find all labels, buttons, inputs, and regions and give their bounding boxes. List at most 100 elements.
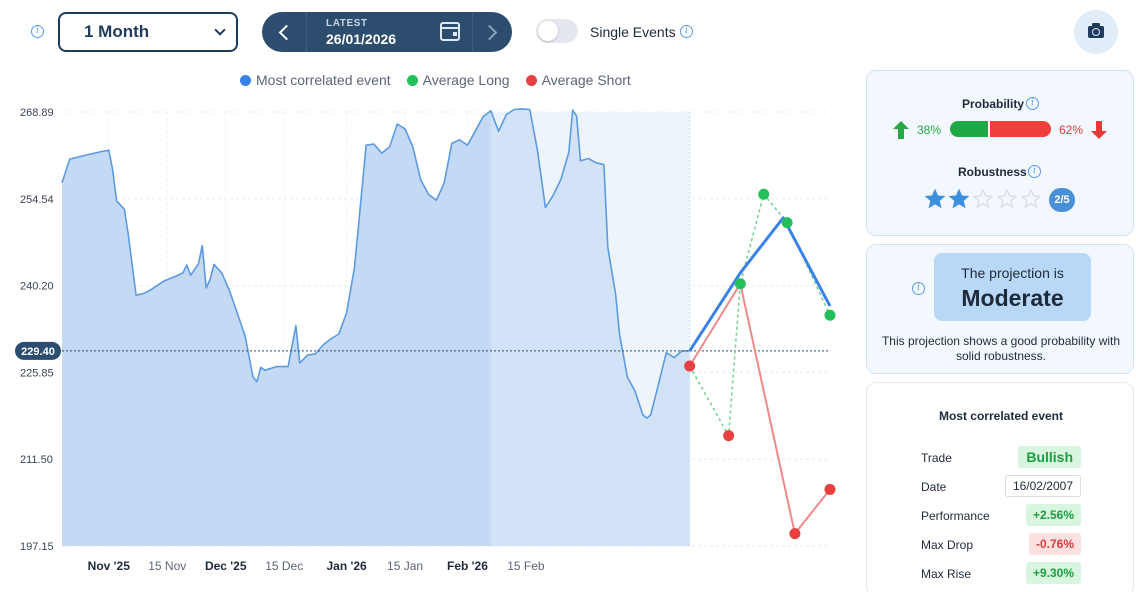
previous-date-button[interactable] bbox=[270, 18, 298, 46]
star-filled-icon bbox=[925, 189, 945, 209]
probability-bar bbox=[950, 121, 1051, 137]
history-area-highlight bbox=[490, 108, 690, 546]
divider bbox=[472, 12, 473, 52]
correlated-event-title: Most correlated event bbox=[938, 409, 1064, 423]
legend-dot bbox=[525, 74, 537, 86]
average-long-point bbox=[734, 278, 746, 290]
probability-bar-short bbox=[990, 121, 1051, 137]
y-tick-label: 254.54 bbox=[20, 194, 54, 206]
chevron-down-icon bbox=[214, 24, 226, 36]
next-date-button[interactable] bbox=[478, 18, 506, 46]
toggle-knob bbox=[538, 21, 558, 41]
star-empty-icon bbox=[973, 189, 993, 209]
x-tick-label: Feb '26 bbox=[447, 559, 488, 573]
star-filled-icon bbox=[949, 189, 969, 209]
chart-legend: Most correlated event Average Long Average… bbox=[240, 72, 631, 88]
price-chart: 268.89 254.54 240.20 225.85 211.50 197.15 Nov … bbox=[15, 107, 836, 573]
legend-item[interactable]: Average Short bbox=[525, 72, 631, 88]
probability-long-value: 38% bbox=[917, 123, 942, 137]
screenshot-button[interactable] bbox=[1074, 10, 1118, 54]
average-long-point bbox=[723, 430, 735, 442]
x-tick-label: 15 Feb bbox=[507, 559, 545, 573]
y-tick-label: 240.20 bbox=[20, 281, 54, 293]
detail-value: -0.76% bbox=[1028, 533, 1081, 555]
current-price-label: 229.40 bbox=[21, 346, 55, 358]
history-area bbox=[62, 110, 491, 546]
detail-value: +9.30% bbox=[1025, 562, 1081, 584]
x-tick-label: Jan '26 bbox=[326, 559, 367, 573]
detail-key: Performance bbox=[921, 509, 990, 523]
detail-row: Date 16/02/2007 bbox=[921, 475, 1081, 497]
detail-key: Max Rise bbox=[921, 567, 972, 581]
projection-info-icon[interactable]: i bbox=[912, 282, 925, 295]
robustness-title: Robustness bbox=[958, 165, 1027, 179]
arrow-up-icon bbox=[893, 121, 909, 139]
detail-key: Max Drop bbox=[921, 538, 974, 552]
average-long-point bbox=[758, 188, 770, 200]
detail-row: Performance +2.56% bbox=[921, 504, 1081, 526]
single-events-toggle[interactable] bbox=[536, 19, 578, 43]
legend-item[interactable]: Most correlated event bbox=[240, 72, 391, 88]
projection-prefix: The projection is bbox=[961, 265, 1064, 281]
legend-label: Average Short bbox=[541, 72, 631, 88]
calendar-icon[interactable] bbox=[440, 22, 460, 41]
legend-dot bbox=[406, 74, 418, 86]
x-tick-label: 15 Dec bbox=[265, 559, 303, 573]
probability-info-icon[interactable]: i bbox=[1026, 97, 1039, 110]
camera-icon bbox=[1088, 23, 1104, 38]
detail-row: Max Rise +9.30% bbox=[921, 562, 1081, 584]
projection-level: Moderate bbox=[961, 285, 1064, 311]
detail-key: Trade bbox=[921, 451, 952, 465]
probability-panel: Probability i 38% 62% Robustness i 2/5 bbox=[866, 70, 1134, 236]
average-short-line bbox=[688, 282, 831, 535]
star-empty-icon bbox=[1021, 189, 1041, 209]
legend-item[interactable]: Average Long bbox=[406, 72, 510, 88]
current-price-badge bbox=[15, 341, 61, 360]
y-tick-label: 225.85 bbox=[20, 367, 54, 379]
average-long-line bbox=[689, 193, 831, 437]
divider bbox=[306, 12, 307, 52]
single-events-label: Single Events bbox=[590, 24, 676, 40]
legend-label: Most correlated event bbox=[256, 72, 391, 88]
period-select-value: 1 Month bbox=[84, 22, 150, 41]
robustness-badge: 2/5 bbox=[1049, 188, 1075, 212]
detail-value: 16/02/2007 bbox=[1004, 475, 1081, 497]
x-tick-label: 15 Nov bbox=[148, 559, 186, 573]
average-long-point bbox=[781, 217, 793, 229]
average-short-point bbox=[824, 483, 836, 495]
period-info-icon[interactable]: i bbox=[31, 25, 44, 38]
y-tick-label: 211.50 bbox=[20, 454, 53, 466]
y-tick-label: 268.89 bbox=[20, 107, 54, 119]
projection-rating-box: The projection is Moderate bbox=[934, 253, 1091, 321]
date-navigator: LATEST 26/01/2026 bbox=[262, 12, 512, 52]
latest-label: LATEST bbox=[326, 18, 368, 29]
probability-bar-long bbox=[950, 121, 989, 137]
legend-dot bbox=[240, 74, 251, 86]
current-date: 26/01/2026 bbox=[326, 31, 397, 47]
average-short-point bbox=[789, 528, 801, 540]
y-tick-label: 197.15 bbox=[20, 541, 54, 553]
projection-start-point bbox=[684, 360, 696, 372]
history-line bbox=[61, 108, 690, 419]
robustness-info-icon[interactable]: i bbox=[1028, 165, 1041, 178]
projection-panel: i The projection is Moderate This projec… bbox=[866, 244, 1134, 374]
period-select[interactable]: 1 Month bbox=[58, 12, 238, 52]
detail-value: +2.56% bbox=[1025, 504, 1081, 526]
x-tick-label: Nov '25 bbox=[88, 559, 131, 573]
single-events-info-icon[interactable]: i bbox=[680, 25, 693, 38]
detail-row: Trade Bullish bbox=[921, 446, 1081, 468]
legend-label: Average Long bbox=[422, 72, 510, 88]
projection-description: This projection shows a good probability… bbox=[881, 334, 1121, 363]
probability-title: Probability bbox=[962, 97, 1025, 111]
arrow-down-icon bbox=[1091, 121, 1107, 139]
x-tick-label: Dec '25 bbox=[205, 559, 247, 573]
star-empty-icon bbox=[997, 189, 1017, 209]
probability-short-value: 62% bbox=[1059, 123, 1084, 137]
most-correlated-line bbox=[688, 216, 832, 352]
x-tick-label: 15 Jan bbox=[387, 559, 423, 573]
robustness-stars bbox=[925, 189, 1041, 209]
average-long-point bbox=[824, 309, 836, 321]
correlated-event-panel: Most correlated event Trade Bullish Date 16… bbox=[866, 382, 1134, 592]
detail-row: Max Drop -0.76% bbox=[921, 533, 1081, 555]
detail-key: Date bbox=[921, 480, 947, 494]
